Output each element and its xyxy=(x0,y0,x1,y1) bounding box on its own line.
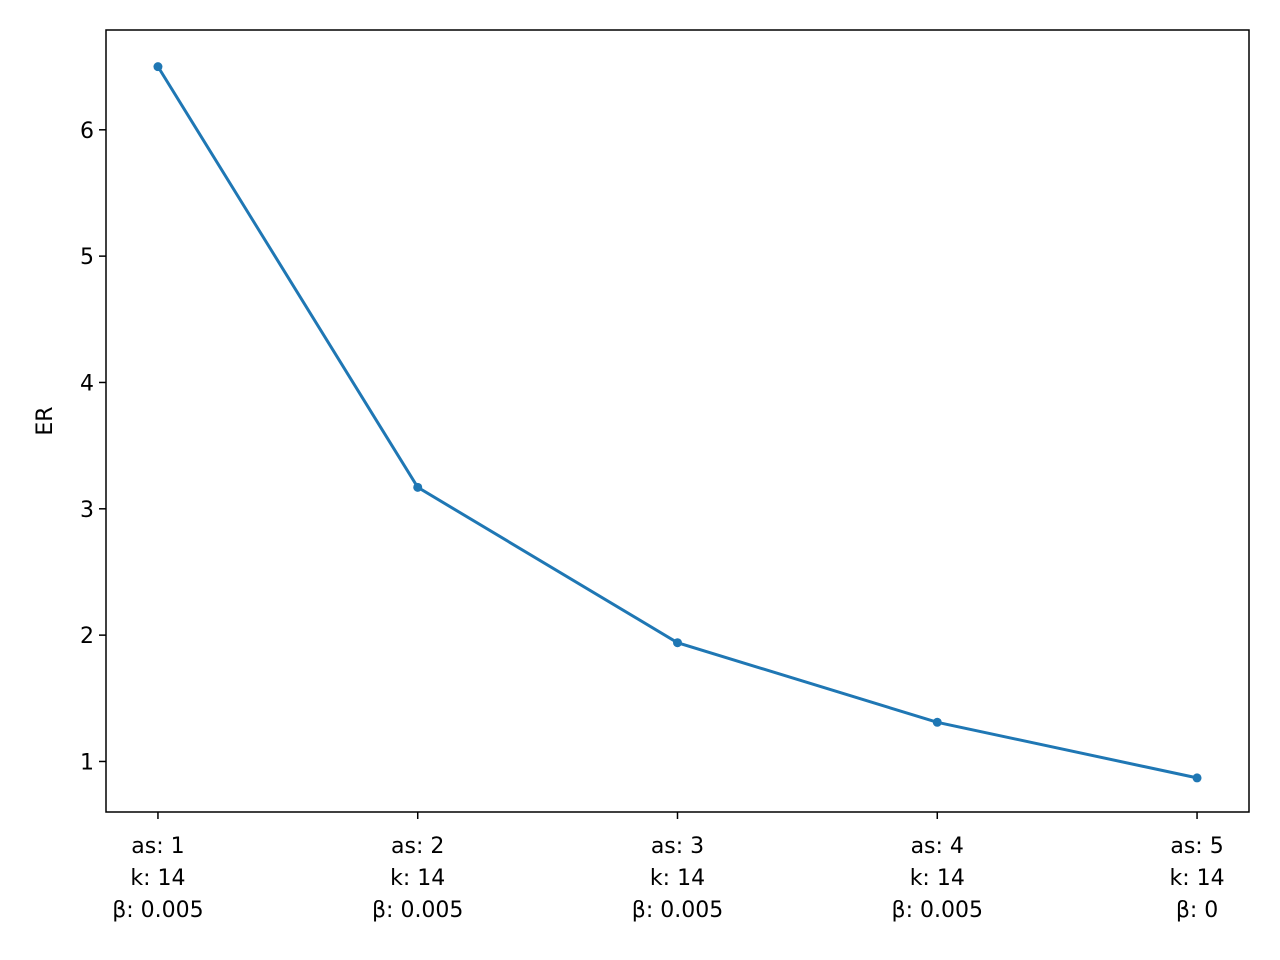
x-tick-label-line: as: 3 xyxy=(651,834,704,859)
x-tick-label: as: 4 k: 14 β: 0.005 xyxy=(892,834,983,923)
x-tick-label-line: β: 0.005 xyxy=(892,898,983,923)
plot-frame xyxy=(105,29,1250,813)
x-tick-label: as: 3 k: 14 β: 0.005 xyxy=(632,834,723,923)
point xyxy=(153,62,163,72)
x-tick-label-line: as: 1 xyxy=(131,834,184,859)
x-tick-label-line: k: 14 xyxy=(650,866,705,891)
x-tick-label-line: β: 0 xyxy=(1176,898,1218,923)
y-tick-label: 5 xyxy=(80,245,94,270)
x-tick-label-line: β: 0.005 xyxy=(632,898,723,923)
point xyxy=(413,482,423,492)
y-tick-label: 6 xyxy=(80,119,94,144)
x-tick-label: as: 1 k: 14 β: 0.005 xyxy=(112,834,203,923)
x-tick-label-line: β: 0.005 xyxy=(112,898,203,923)
x-tick-label-line: k: 14 xyxy=(390,866,445,891)
y-tick-label: 1 xyxy=(80,750,94,775)
x-tick-label: as: 5 k: 14 β: 0 xyxy=(1169,834,1224,923)
x-tick-label-line: as: 2 xyxy=(391,834,444,859)
point xyxy=(1192,773,1202,783)
y-tick-label: 2 xyxy=(80,624,94,649)
x-tick-label: as: 2 k: 14 β: 0.005 xyxy=(372,834,463,923)
y-axis-label: ER xyxy=(33,406,58,435)
x-tick-label-line: as: 5 xyxy=(1170,834,1223,859)
point xyxy=(673,638,682,648)
point xyxy=(932,717,942,727)
y-tick-label: 3 xyxy=(80,498,94,523)
x-tick-label-line: k: 14 xyxy=(1169,866,1224,891)
x-tick-label-line: k: 14 xyxy=(130,866,185,891)
y-tick-label: 4 xyxy=(80,371,94,396)
x-tick-label-line: k: 14 xyxy=(910,866,965,891)
x-tick-label-line: β: 0.005 xyxy=(372,898,463,923)
x-tick-label-line: as: 4 xyxy=(911,834,964,859)
